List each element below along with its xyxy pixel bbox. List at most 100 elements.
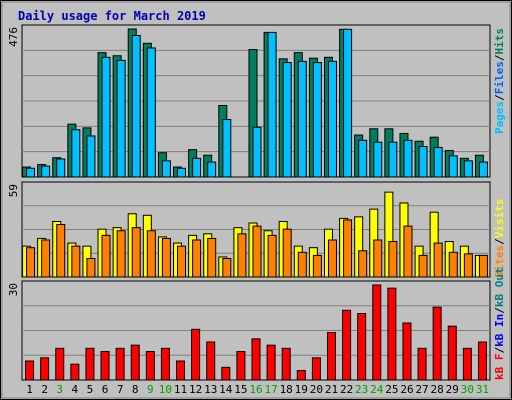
bar-bottom-kb-f-day-13: [206, 341, 216, 381]
bar-top-pages-day-1: [26, 167, 36, 178]
bar-top-pages-day-22: [343, 28, 353, 178]
bar-bottom-kb-f-day-23: [357, 313, 367, 381]
bar-bottom-kb-f-day-10: [160, 347, 170, 381]
x-tick-label: 13: [204, 383, 217, 396]
legend-sep-3: /: [493, 238, 506, 245]
bar-top-pages-day-27: [418, 146, 428, 178]
x-tick-label: 29: [446, 383, 459, 396]
bar-middle-sites-day-28: [433, 242, 443, 278]
x-tick-label: 3: [56, 383, 63, 396]
bar-middle-sites-day-21: [327, 239, 337, 278]
bar-bottom-kb-f-day-22: [342, 309, 352, 381]
bar-bottom-kb-f-day-28: [432, 306, 442, 381]
bar-middle-sites-day-9: [146, 230, 156, 278]
bar-middle-sites-day-12: [192, 239, 202, 278]
x-tick-label: 31: [476, 383, 489, 396]
bar-top-pages-day-31: [478, 161, 488, 178]
legend-kbout: kB Out: [493, 267, 506, 307]
bar-middle-sites-day-13: [207, 237, 217, 278]
bar-middle-sites-day-15: [237, 233, 247, 278]
bar-bottom-kb-f-day-31: [477, 341, 487, 381]
bar-bottom-kb-f-day-16: [251, 338, 261, 381]
legend-sep-1: /: [493, 94, 506, 101]
bar-bottom-kb-f-day-27: [417, 347, 427, 381]
panel-middle: 59: [7, 181, 491, 278]
x-tick-label: 18: [280, 383, 293, 396]
x-tick-label: 19: [295, 383, 308, 396]
bar-middle-sites-day-17: [267, 234, 277, 278]
bar-top-pages-day-21: [327, 60, 337, 178]
bar-middle-sites-day-27: [418, 254, 428, 278]
bar-bottom-kb-f-day-30: [462, 347, 472, 381]
bar-top-pages-day-29: [448, 155, 458, 178]
legend-visits: Visits: [493, 199, 506, 239]
bar-middle-sites-day-2: [41, 239, 51, 278]
x-tick-label: 17: [264, 383, 277, 396]
bar-middle-sites-day-24: [373, 239, 383, 278]
bar-top-pages-day-4: [71, 129, 81, 178]
bar-middle-sites-day-6: [101, 234, 111, 278]
x-tick-label: 23: [355, 383, 368, 396]
bar-bottom-kb-f-day-2: [40, 357, 50, 381]
x-tick-label: 21: [325, 383, 338, 396]
bar-bottom-kb-f-day-20: [311, 357, 321, 381]
bar-middle-sites-day-18: [282, 228, 292, 278]
bar-bottom-kb-f-day-7: [115, 347, 125, 381]
bar-middle-sites-day-22: [343, 219, 353, 278]
bar-top-pages-day-7: [116, 59, 126, 178]
legend-sites: Sites: [493, 245, 506, 278]
x-tick-label: 15: [234, 383, 247, 396]
bar-middle-sites-day-7: [116, 230, 126, 278]
bar-bottom-kb-f-day-9: [145, 351, 155, 381]
bar-middle-sites-day-16: [252, 225, 262, 278]
chart-panels: 476 59 30: [7, 24, 491, 381]
x-tick-label: 16: [249, 383, 262, 396]
bar-top-pages-day-26: [403, 139, 413, 178]
legend-kbin: kB In: [493, 314, 506, 347]
bar-bottom-kb-f-day-29: [447, 325, 457, 381]
x-tick-label: 1: [26, 383, 33, 396]
x-tick-label: 2: [41, 383, 48, 396]
bar-top-pages-day-30: [463, 160, 473, 178]
bar-bottom-kb-f-day-26: [402, 322, 412, 381]
legend-pages: Pages: [493, 101, 506, 134]
bar-top-pages-day-8: [131, 35, 141, 178]
bar-middle-sites-day-10: [161, 237, 171, 278]
chart-title: Daily usage for March 2019: [18, 9, 206, 23]
x-tick-label: 4: [72, 383, 79, 396]
bar-middle-sites-day-20: [312, 254, 322, 278]
bar-bottom-kb-f-day-19: [296, 370, 306, 381]
panel-bottom: 30: [7, 280, 491, 381]
bar-bottom-kb-f-day-8: [130, 344, 140, 381]
legend-kbf: kB F: [493, 354, 506, 381]
bar-bottom-kb-f-day-25: [387, 287, 397, 381]
bar-middle-sites-day-8: [131, 227, 141, 278]
bar-top-pages-day-18: [282, 62, 292, 178]
bar-middle-sites-day-31: [478, 254, 488, 278]
bar-middle-sites-day-26: [403, 225, 413, 278]
bar-middle-sites-day-23: [358, 250, 368, 278]
x-tick-label: 26: [400, 383, 413, 396]
bar-middle-sites-day-14: [222, 257, 232, 278]
bar-bottom-kb-f-day-5: [85, 347, 95, 381]
x-tick-label: 12: [189, 383, 202, 396]
legend-hits: Hits: [493, 28, 506, 55]
bar-middle-sites-day-3: [56, 224, 66, 278]
bar-bottom-kb-f-day-4: [70, 363, 80, 381]
bar-top-pages-day-5: [86, 135, 96, 178]
x-tick-label: 10: [159, 383, 172, 396]
legend-top: Pages/Files/Hits: [493, 28, 506, 134]
x-tick-label: 20: [310, 383, 323, 396]
bar-middle-sites-day-19: [297, 251, 307, 278]
x-tick-label: 22: [340, 383, 353, 396]
bar-bottom-kb-f-day-12: [191, 328, 201, 381]
bar-top-pages-day-13: [207, 161, 217, 178]
x-tick-label: 8: [132, 383, 139, 396]
bar-top-pages-day-28: [433, 146, 443, 178]
bar-middle-sites-day-11: [177, 245, 187, 278]
bar-top-pages-day-16: [252, 126, 262, 178]
legend-middle: Sites/Visits: [493, 199, 506, 279]
bar-top-pages-day-25: [388, 141, 398, 178]
